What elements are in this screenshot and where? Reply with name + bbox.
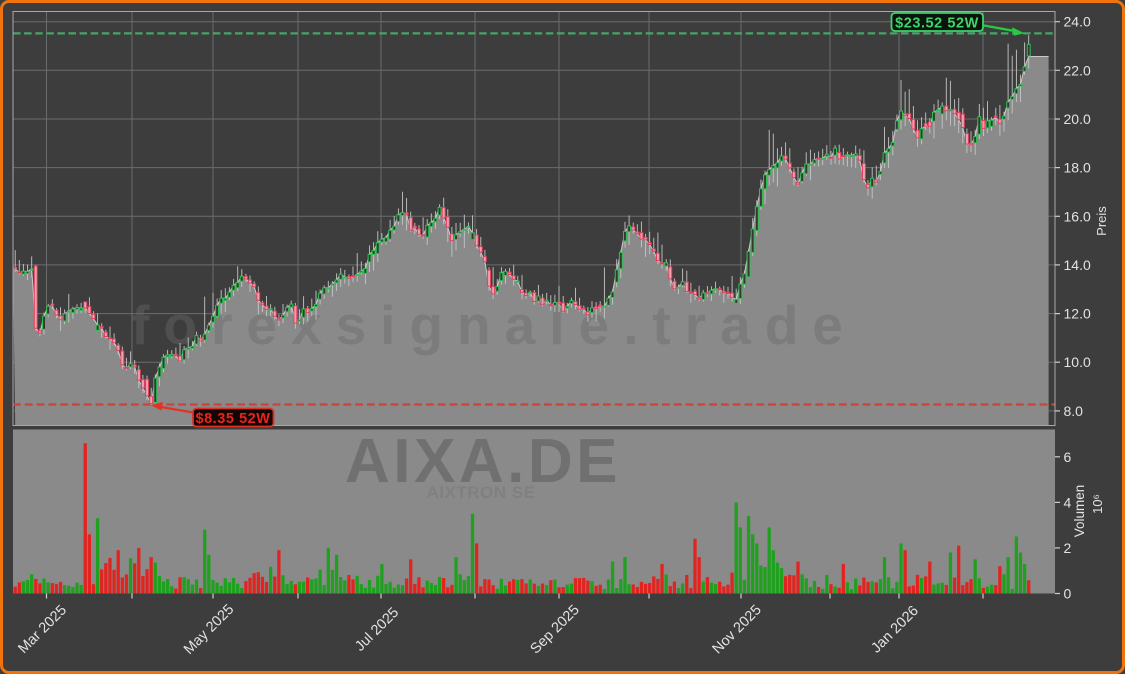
svg-text:14.0: 14.0 xyxy=(1064,257,1091,273)
svg-text:Nov 2025: Nov 2025 xyxy=(710,602,765,657)
svg-text:12.0: 12.0 xyxy=(1064,306,1091,322)
svg-text:Mar 2025: Mar 2025 xyxy=(15,602,70,657)
svg-text:18.0: 18.0 xyxy=(1064,160,1091,176)
svg-text:AIXA.DE: AIXA.DE xyxy=(345,427,621,496)
svg-text:16.0: 16.0 xyxy=(1064,208,1091,224)
svg-text:20.0: 20.0 xyxy=(1064,111,1091,127)
svg-text:AIXTRON SE: AIXTRON SE xyxy=(427,483,536,502)
svg-text:10⁶: 10⁶ xyxy=(1090,494,1105,514)
svg-text:May 2025: May 2025 xyxy=(181,601,237,657)
svg-text:Preis: Preis xyxy=(1094,206,1109,236)
svg-text:8.0: 8.0 xyxy=(1064,403,1084,419)
svg-text:0: 0 xyxy=(1064,586,1072,602)
svg-text:Sep 2025: Sep 2025 xyxy=(528,602,583,657)
svg-text:Jul 2025: Jul 2025 xyxy=(352,605,402,655)
svg-text:4: 4 xyxy=(1064,494,1072,510)
svg-text:forexsignale.trade: forexsignale.trade xyxy=(131,294,857,356)
svg-text:Volumen: Volumen xyxy=(1072,485,1087,538)
svg-text:22.0: 22.0 xyxy=(1064,62,1091,78)
svg-text:6: 6 xyxy=(1064,449,1072,465)
svg-text:2: 2 xyxy=(1064,540,1072,556)
svg-text:10.0: 10.0 xyxy=(1064,354,1091,370)
svg-text:$23.52 52W: $23.52 52W xyxy=(895,16,979,32)
svg-text:24.0: 24.0 xyxy=(1064,14,1091,30)
svg-text:Jan 2026: Jan 2026 xyxy=(868,603,922,657)
svg-text:$8.35 52W: $8.35 52W xyxy=(195,411,270,427)
